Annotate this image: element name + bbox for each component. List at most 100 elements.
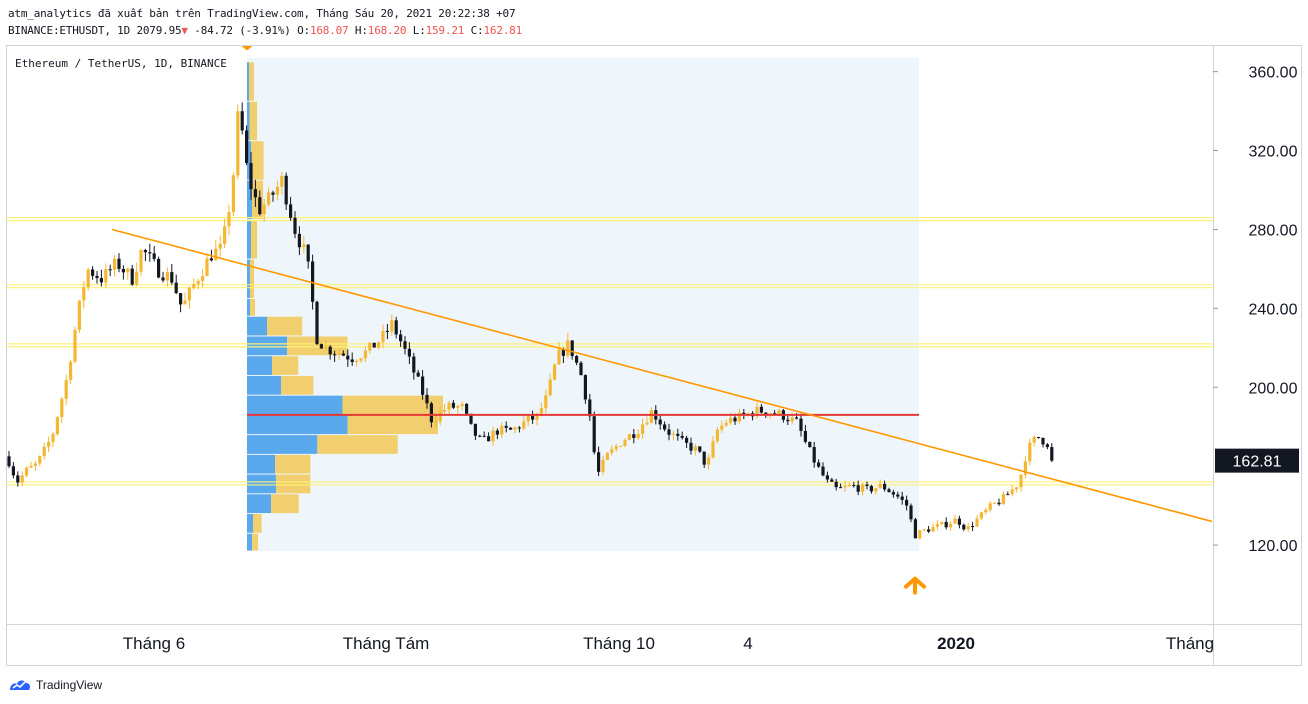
down-arrow-icon: ▼ bbox=[181, 24, 188, 37]
candle-body bbox=[381, 330, 385, 343]
candle-body bbox=[790, 417, 794, 422]
candle-body bbox=[165, 272, 169, 281]
candle-body bbox=[711, 441, 715, 458]
volume-profile-down-bar bbox=[252, 533, 259, 551]
candle-body bbox=[795, 417, 799, 419]
volume-profile-down-bar bbox=[249, 101, 258, 141]
candle-body bbox=[1006, 494, 1010, 496]
candle-body bbox=[984, 509, 988, 513]
candle-body bbox=[337, 353, 341, 355]
candle-body bbox=[641, 424, 645, 434]
candle-body bbox=[847, 485, 851, 487]
candle-body bbox=[82, 287, 86, 301]
candle-body bbox=[324, 346, 328, 349]
candle-body bbox=[1045, 444, 1049, 448]
volume-profile-down-bar bbox=[251, 220, 258, 259]
y-tick-label: 280.00 bbox=[1249, 222, 1298, 239]
y-tick-label: 200.00 bbox=[1249, 380, 1298, 397]
candle-body bbox=[341, 353, 345, 356]
candle-body bbox=[605, 452, 609, 460]
chart-panel[interactable]: 360.00 320.00 280.00 240.00 200.00 120.00 162.… bbox=[6, 45, 1302, 666]
candle-body bbox=[553, 364, 557, 380]
volume-profile-up-bar bbox=[247, 474, 277, 494]
candle-body bbox=[755, 406, 759, 417]
candle-body bbox=[456, 406, 460, 408]
volume-profile-down-bar bbox=[252, 180, 264, 220]
candle-body bbox=[25, 467, 29, 476]
candle-body bbox=[60, 398, 64, 418]
publish-info: atm_analytics đã xuất bản trên TradingVi… bbox=[8, 7, 516, 20]
tradingview-logo-icon bbox=[10, 680, 30, 690]
candle-body bbox=[830, 479, 834, 482]
candle-body bbox=[42, 446, 46, 457]
volume-profile-up-bar bbox=[247, 454, 276, 474]
candle-body bbox=[157, 258, 161, 278]
candle-body bbox=[297, 233, 301, 248]
volume-profile-up-bar bbox=[247, 259, 251, 299]
candle-body bbox=[874, 488, 878, 492]
candle-body bbox=[469, 413, 473, 424]
candle-body bbox=[988, 503, 992, 510]
candle-body bbox=[817, 462, 821, 467]
candle-body bbox=[896, 494, 900, 497]
last-price-badge bbox=[1215, 448, 1299, 473]
candle-body bbox=[16, 475, 20, 483]
candle-body bbox=[55, 417, 59, 434]
candle-body bbox=[394, 320, 398, 335]
candle-body bbox=[957, 518, 961, 525]
y-tick-label: 360.00 bbox=[1249, 65, 1298, 82]
tradingview-footer[interactable]: TradingView bbox=[8, 678, 102, 692]
candle-body bbox=[1015, 487, 1019, 490]
candle-body bbox=[676, 433, 680, 436]
candle-body bbox=[693, 446, 697, 451]
candle-body bbox=[187, 287, 191, 301]
candle-body bbox=[742, 412, 746, 415]
footer-brand: TradingView bbox=[36, 678, 103, 692]
close-label: C: bbox=[470, 24, 484, 37]
volume-profile-down-bar bbox=[250, 259, 255, 299]
candle-body bbox=[724, 422, 728, 426]
candle-body bbox=[632, 434, 636, 438]
candle-body bbox=[399, 334, 403, 342]
candle-body bbox=[878, 483, 882, 489]
candle-body bbox=[522, 421, 526, 429]
candle-body bbox=[658, 419, 662, 425]
candle-body bbox=[148, 252, 152, 254]
candle-body bbox=[953, 518, 957, 524]
candle-body bbox=[121, 268, 125, 273]
candle-body bbox=[601, 459, 605, 472]
candle-body bbox=[403, 341, 407, 349]
volume-profile-down-bar bbox=[251, 141, 264, 180]
candle-body bbox=[425, 394, 429, 404]
volume-profile-up-bar bbox=[247, 101, 250, 141]
candle-body bbox=[1001, 494, 1005, 505]
candle-body bbox=[808, 441, 812, 448]
volume-profile-down-bar bbox=[347, 415, 438, 435]
candle-body bbox=[971, 526, 975, 528]
candle-body bbox=[852, 485, 856, 487]
volume-profile-up-bar bbox=[247, 299, 251, 316]
candle-body bbox=[579, 362, 583, 376]
candle-body bbox=[434, 421, 438, 423]
volume-profile-down-bar bbox=[276, 474, 311, 494]
price-chart[interactable]: 360.00 320.00 280.00 240.00 200.00 120.00 162.… bbox=[7, 46, 1301, 665]
volume-profile-up-bar bbox=[247, 494, 272, 514]
arrow-up-icon[interactable] bbox=[904, 576, 926, 595]
y-tick-label: 320.00 bbox=[1249, 144, 1298, 161]
volume-profile-up-bar bbox=[247, 395, 343, 415]
candle-body bbox=[922, 529, 926, 531]
candle-body bbox=[891, 492, 895, 495]
candle-body bbox=[843, 485, 847, 488]
trendline[interactable] bbox=[111, 228, 1213, 523]
arrow-down-icon[interactable] bbox=[238, 46, 256, 50]
volume-profile-up-bar bbox=[247, 220, 252, 259]
volume-profile-up-bar bbox=[247, 356, 273, 375]
candle-body bbox=[1037, 436, 1041, 438]
candle-body bbox=[1023, 461, 1027, 475]
candle-body bbox=[671, 433, 675, 435]
candle-body bbox=[773, 413, 777, 415]
candle-body bbox=[883, 483, 887, 490]
candle-body bbox=[517, 427, 521, 429]
candle-body bbox=[152, 253, 156, 259]
candle-body bbox=[839, 487, 843, 489]
